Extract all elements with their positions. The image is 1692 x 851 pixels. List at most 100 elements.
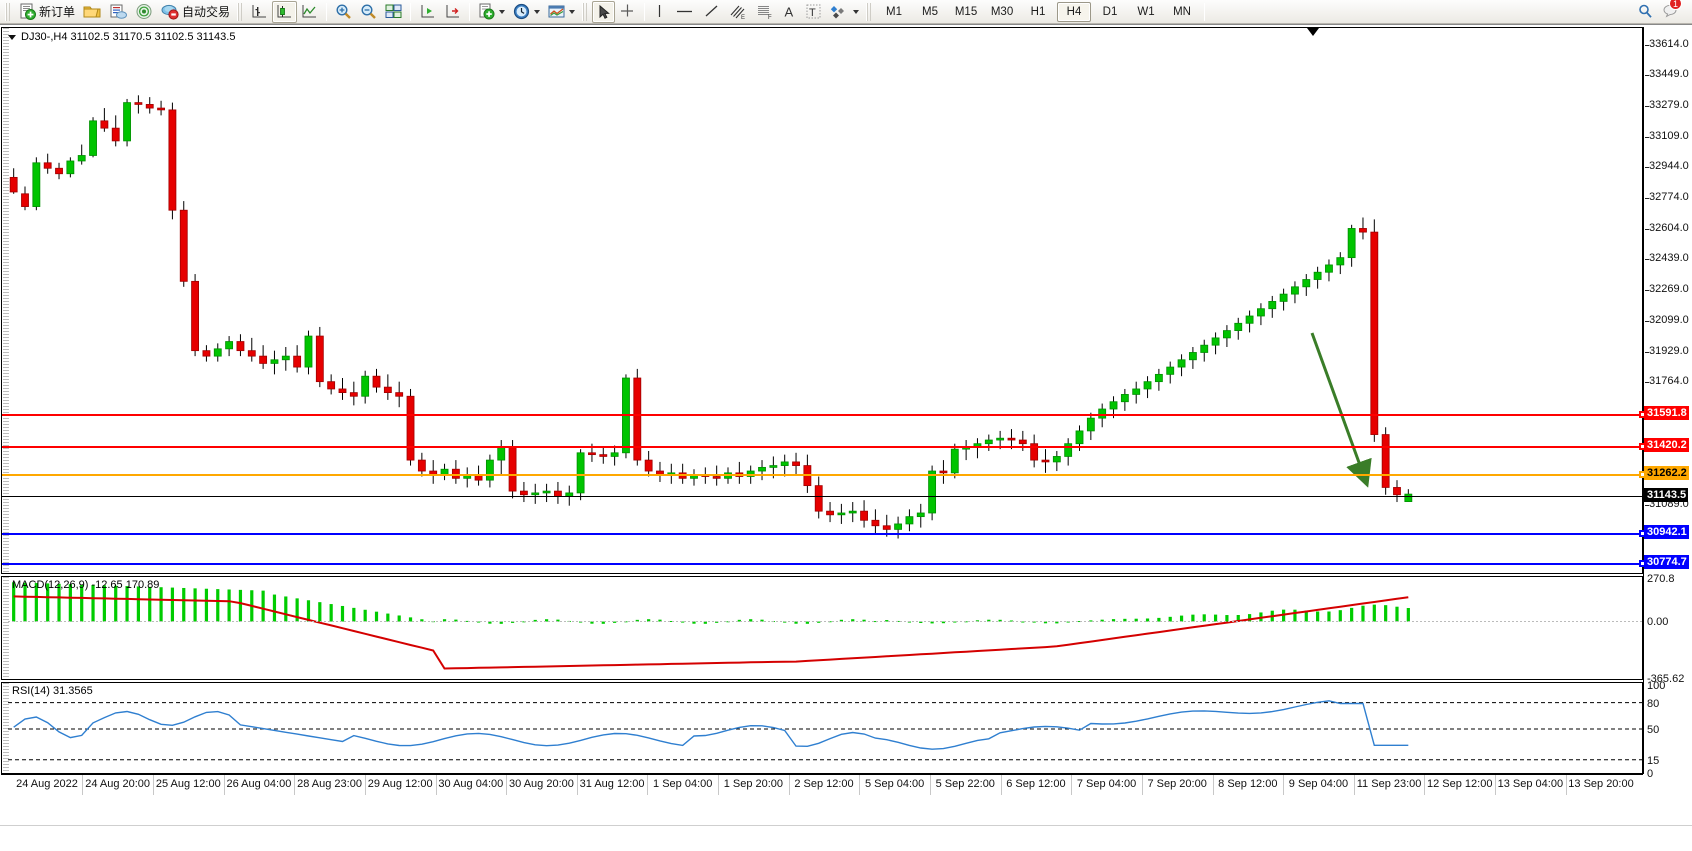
candle-body xyxy=(1347,228,1356,259)
vertical-line-button[interactable] xyxy=(649,1,670,23)
price-level-tag-resistance[interactable]: 31420.2 xyxy=(1644,437,1689,452)
crosshair-button[interactable] xyxy=(615,1,640,23)
price-level-tag-resistance[interactable]: 31591.8 xyxy=(1644,406,1689,421)
timeframe-toolbar-grip[interactable] xyxy=(866,2,874,21)
search-button[interactable] xyxy=(1633,1,1658,23)
chart-menu-caret-icon[interactable] xyxy=(8,34,16,40)
notifications-button[interactable]: 1 xyxy=(1658,0,1684,23)
timeframe-button-h4[interactable]: H4 xyxy=(1057,1,1092,22)
shift-chart-button[interactable] xyxy=(415,1,440,23)
price-level-line-current-price[interactable] xyxy=(2,496,1643,498)
price-level-tag-support[interactable]: 30774.7 xyxy=(1644,555,1689,570)
line-chart-icon xyxy=(301,3,318,20)
timeframe-button-m30[interactable]: M30 xyxy=(990,5,1014,18)
time-axis-label: 26 Aug 04:00 xyxy=(226,778,292,790)
trendline-button[interactable] xyxy=(699,1,724,23)
candle-body xyxy=(1211,337,1220,346)
macd-histogram-bar xyxy=(658,619,662,622)
price-level-line-support[interactable] xyxy=(2,532,1643,535)
candle-body xyxy=(1120,394,1129,403)
drawing-toolbar-grip[interactable] xyxy=(582,2,590,21)
price-level-line-resistance[interactable] xyxy=(2,445,1643,448)
line-chart-button[interactable] xyxy=(297,1,322,23)
chart-area[interactable]: DJ30-,H4 31102.5 31170.5 31102.5 31143.5… xyxy=(0,24,1692,851)
price-level-line-support[interactable] xyxy=(2,563,1643,566)
price-tick-label: 33109.0 xyxy=(1645,129,1689,142)
candle-body xyxy=(1234,322,1243,331)
timeframe-button-m1[interactable]: M1 xyxy=(886,5,903,18)
objects-button[interactable] xyxy=(826,1,863,23)
time-axis[interactable]: 24 Aug 2022 24 Aug 20:00 25 Aug 12:00 26 Au… xyxy=(1,774,1643,795)
crosshair-icon xyxy=(619,3,636,20)
timeframe-button-m15[interactable]: M15 xyxy=(954,5,978,18)
zoom-out-button[interactable] xyxy=(356,1,381,23)
horizontal-line-button[interactable] xyxy=(670,1,699,23)
time-axis-label: 30 Aug 20:00 xyxy=(509,778,574,790)
candlestick-chart-button[interactable] xyxy=(272,0,298,23)
macd-histogram-bar xyxy=(125,586,129,622)
bar-chart-button[interactable] xyxy=(247,1,272,23)
candle-body xyxy=(860,510,868,521)
rsi-pane[interactable]: RSI(14) 31.3565 xyxy=(1,682,1643,774)
fibonacci-button[interactable]: F xyxy=(751,1,778,23)
price-level-tag-pivot[interactable]: 31262.2 xyxy=(1644,466,1689,481)
time-axis-separator xyxy=(929,775,931,795)
price-level-line-pivot[interactable] xyxy=(2,474,1643,477)
timeframe-button-h1[interactable]: H1 xyxy=(1030,5,1046,18)
tile-windows-button[interactable] xyxy=(381,1,406,23)
time-axis-separator xyxy=(152,775,154,795)
candle-body xyxy=(894,523,903,530)
rsi-tick-label: 15 xyxy=(1647,754,1660,767)
equidistant-channel-button[interactable]: E xyxy=(724,1,751,23)
price-pane-grip[interactable] xyxy=(3,28,9,573)
candle-body xyxy=(77,155,86,162)
period-button[interactable] xyxy=(509,1,544,23)
chevron-down-icon-3[interactable] xyxy=(569,9,576,14)
candle-body xyxy=(542,490,551,494)
timeframe-button-mn[interactable]: MN xyxy=(1173,5,1191,18)
new-order-label: 新订单 xyxy=(39,5,76,19)
timeframe-button-d1[interactable]: D1 xyxy=(1102,5,1118,18)
macd-pane[interactable]: MACD(12,26,9) -12.65 170.89 xyxy=(1,576,1643,680)
chevron-down-icon-4[interactable] xyxy=(853,9,860,14)
price-level-tag-support[interactable]: 30942.1 xyxy=(1644,524,1689,539)
time-axis-label: 24 Aug 20:00 xyxy=(85,778,151,790)
price-pane[interactable]: DJ30-,H4 31102.5 31170.5 31102.5 31143.5 xyxy=(1,27,1646,574)
chevron-down-icon-2[interactable] xyxy=(534,9,541,14)
label-button[interactable]: T xyxy=(801,1,826,23)
signals-button[interactable] xyxy=(131,1,157,23)
macd-histogram-bar xyxy=(681,621,685,623)
macd-histogram-bar xyxy=(1100,619,1104,622)
timeframe-button-w1[interactable]: W1 xyxy=(1137,5,1155,18)
publish-button[interactable] xyxy=(105,1,131,23)
macd-histogram-bar xyxy=(57,583,61,622)
text-button[interactable]: A xyxy=(778,1,801,23)
chart-type-toolbar-grip[interactable] xyxy=(237,2,245,21)
templates-button[interactable] xyxy=(544,1,579,23)
chevron-down-icon[interactable] xyxy=(499,9,506,14)
candle-body xyxy=(1291,286,1299,295)
price-level-tag-current-price[interactable]: 31143.5 xyxy=(1644,488,1689,503)
rsi-pane-grip[interactable] xyxy=(3,683,9,773)
candle-body xyxy=(1313,271,1322,280)
timeframe-button-m5[interactable]: M5 xyxy=(922,5,939,18)
add-indicator-button[interactable] xyxy=(474,1,509,23)
new-order-button[interactable]: 新订单 xyxy=(15,1,79,23)
rsi-series xyxy=(8,700,1643,761)
macd-pane-grip[interactable] xyxy=(3,577,9,679)
candle-body xyxy=(1381,434,1390,488)
macd-histogram-bar xyxy=(828,621,832,623)
svg-text:F: F xyxy=(768,15,772,20)
price-scale[interactable]: 33614.0 33449.0 33279.0 33109.0 32944.0 32774… xyxy=(1643,27,1691,780)
cursor-button[interactable] xyxy=(592,0,616,23)
toolbar-grip[interactable] xyxy=(5,2,12,21)
candle-body xyxy=(32,162,41,207)
macd-histogram-bar xyxy=(817,621,821,623)
auto-scroll-button[interactable] xyxy=(440,1,465,23)
auto-trading-button[interactable]: 自动交易 xyxy=(157,1,234,23)
candle-body xyxy=(814,485,823,512)
zoom-in-button[interactable] xyxy=(331,1,356,23)
macd-histogram-bar xyxy=(1145,618,1150,622)
price-level-line-resistance[interactable] xyxy=(2,414,1643,417)
folder-button[interactable] xyxy=(79,1,105,23)
